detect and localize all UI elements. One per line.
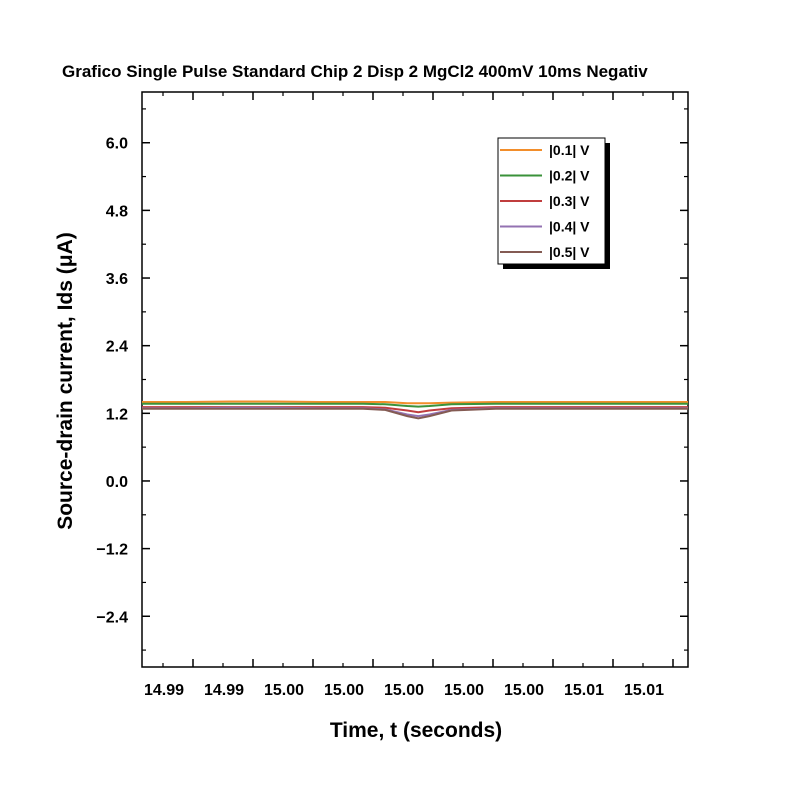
- x-tick-label: 15.00: [384, 682, 424, 699]
- series-line-2: [142, 402, 688, 408]
- plot-area: 6.0 4.8 3.6 2.4 1.2 0.0 −1.2 −2.4 14.99 14.99 15.0…: [96, 91, 689, 699]
- x-axis-label: Time, t (seconds): [330, 719, 502, 742]
- y-tick-label: −1.2: [96, 542, 128, 559]
- x-tick-label: 15.00: [444, 682, 484, 699]
- chart-title: Grafico Single Pulse Standard Chip 2 Dis…: [62, 62, 648, 81]
- legend-entry-label: |0.4| V: [549, 219, 590, 235]
- y-tick-label: 4.8: [106, 203, 128, 220]
- legend-entry-label: |0.5| V: [549, 244, 590, 260]
- series-line-1: [142, 400, 688, 405]
- y-tick-label: 2.4: [106, 339, 128, 356]
- series-line-5: [142, 407, 688, 420]
- y-tick-label: 3.6: [106, 271, 128, 288]
- y-axis-label: Source-drain current, Ids (μA): [54, 232, 77, 530]
- x-tick-label: 15.00: [264, 682, 304, 699]
- x-tick-label: 15.01: [564, 682, 604, 699]
- x-tick-label: 15.00: [324, 682, 364, 699]
- legend-entry-label: |0.2| V: [549, 168, 590, 184]
- y-tick-label: 1.2: [106, 406, 128, 423]
- legend-entry-label: |0.1| V: [549, 142, 590, 158]
- x-tick-label: 15.00: [504, 682, 544, 699]
- x-tick-label: 14.99: [144, 682, 184, 699]
- legend-entry-label: |0.3| V: [549, 193, 590, 209]
- y-tick-label: 6.0: [106, 136, 128, 153]
- x-tick-label: 14.99: [204, 682, 244, 699]
- y-tick-label: −2.4: [96, 609, 128, 626]
- legend: |0.1| V |0.2| V |0.3| V |0.4| V |0.5| V: [497, 137, 610, 269]
- x-tick-label: 15.01: [624, 682, 664, 699]
- y-tick-label: 0.0: [106, 474, 128, 491]
